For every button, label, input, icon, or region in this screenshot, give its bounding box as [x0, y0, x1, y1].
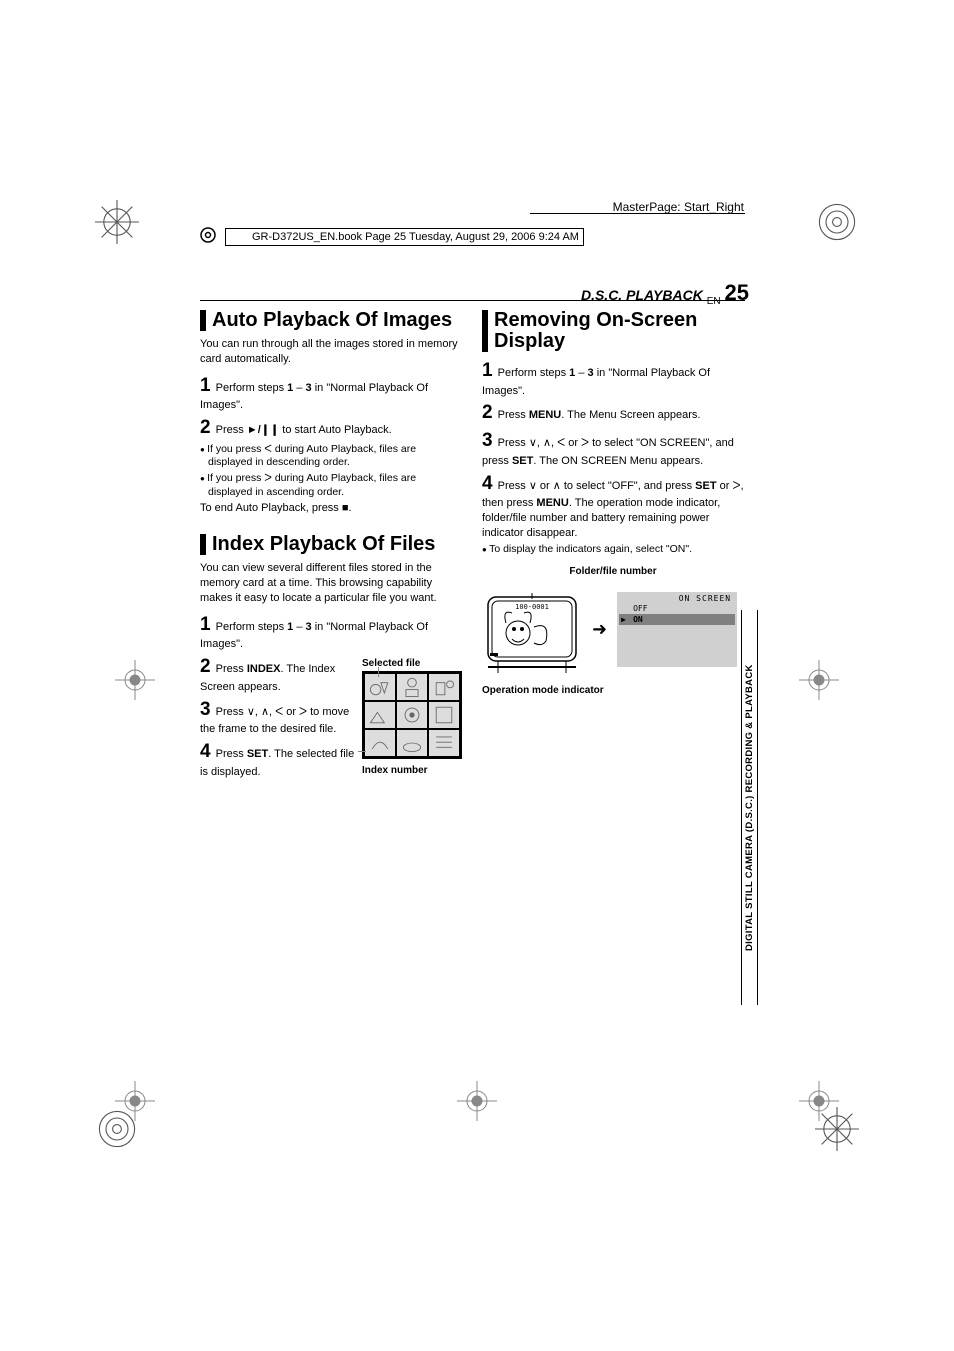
content-columns: Auto Playback Of Images You can run thro… — [200, 300, 745, 782]
keyword: SET — [695, 480, 716, 492]
keyword: MENU — [529, 409, 561, 421]
auto-end: To end Auto Playback, press ■. — [200, 501, 462, 516]
reg-mark-bl — [115, 1081, 155, 1121]
menu-on-label: ON — [633, 615, 643, 624]
left-column: Auto Playback Of Images You can run thro… — [200, 300, 462, 782]
index-intro: You can view several different files sto… — [200, 561, 462, 606]
keyword: INDEX — [247, 663, 281, 675]
step-text: . The Menu Screen appears. — [561, 409, 700, 421]
thumb-2 — [397, 674, 427, 700]
keyword: SET — [512, 455, 533, 467]
remove-step2: 2 Press MENU. The Menu Screen appears. — [482, 400, 744, 426]
step-text: Press ∨ or ∧ to select "OFF", and press — [498, 480, 696, 492]
rosette-tr — [815, 200, 859, 244]
masterpage-label: MasterPage: Start_Right — [613, 200, 744, 214]
step-text: Press — [216, 663, 247, 675]
thumb-3 — [429, 674, 459, 700]
step-text: – — [293, 382, 305, 394]
step-text: Press — [216, 748, 247, 760]
bookline-label: GR-D372US_EN.book Page 25 Tuesday, Augus… — [225, 228, 584, 246]
remove-step1: 1 Perform steps 1 – 3 in "Normal Playbac… — [482, 358, 744, 398]
step-text: Press — [216, 424, 247, 436]
tick-mark — [358, 751, 366, 752]
header-rule — [530, 213, 745, 214]
step-text: – — [293, 621, 305, 633]
right-column: Removing On-Screen Display 1 Perform ste… — [482, 300, 744, 782]
operation-mode-caption: Operation mode indicator — [482, 685, 744, 696]
index-figure: Selected file — [362, 654, 462, 778]
index-step2: 2 Press INDEX. The Index Screen appears. — [200, 654, 356, 694]
keyword: SET — [247, 748, 268, 760]
index-playback-heading: Index Playback Of Files — [200, 534, 462, 555]
tick-mark — [378, 667, 379, 677]
index-step3: 3 Press ∨, ∧, ᐸ or ᐳ to move the frame t… — [200, 697, 356, 737]
reg-mark-br — [799, 1081, 839, 1121]
menu-off-label: OFF — [633, 604, 647, 613]
thumb-6 — [429, 702, 459, 728]
step-number: 3 — [482, 430, 493, 451]
step-number: 4 — [482, 473, 493, 494]
thumb-8 — [397, 730, 427, 756]
index-grid — [362, 671, 462, 759]
remove-step3: 3 Press ∨, ∧, ᐸ or ᐳ to select "ON SCREE… — [482, 428, 744, 468]
on-screen-menu: ON SCREEN OFF ▶ON — [617, 592, 737, 667]
play-pause-icon: ►/❙❙ — [247, 424, 279, 436]
step-number: 2 — [200, 417, 211, 438]
index-step1: 1 Perform steps 1 – 3 in "Normal Playbac… — [200, 612, 462, 652]
reg-mark-mr — [799, 660, 839, 700]
auto-bullet1: If you press ᐸ during Auto Playback, fil… — [208, 443, 462, 470]
camera-illustration: 100-0001 — [482, 579, 582, 679]
folder-number-text: 100-0001 — [515, 603, 549, 611]
remove-step4: 4 Press ∨ or ∧ to select "OFF", and pres… — [482, 471, 744, 541]
step-number: 1 — [200, 375, 211, 396]
index-step4: 4 Press SET. The selected file is displa… — [200, 739, 356, 779]
menu-row-off: OFF — [619, 603, 735, 614]
step-text: – — [575, 367, 587, 379]
step-text: Perform steps — [216, 621, 288, 633]
auto-step1: 1 Perform steps 1 – 3 in "Normal Playbac… — [200, 373, 462, 413]
step-number: 2 — [482, 402, 493, 423]
bookline-ring-icon — [198, 225, 218, 250]
auto-playback-heading: Auto Playback Of Images — [200, 310, 462, 331]
thumb-7 — [365, 730, 395, 756]
menu-row-on: ▶ON — [619, 614, 735, 625]
index-number-caption: Index number — [362, 765, 462, 776]
osd-figure-row: 100-0001 ➜ ON SCREEN OFF ▶ON — [482, 579, 744, 679]
auto-bullet2: If you press ᐳ during Auto Playback, fil… — [208, 472, 462, 499]
step-number: 1 — [200, 614, 211, 635]
reg-mark-ml — [115, 660, 155, 700]
reg-mark-bm — [457, 1081, 497, 1121]
step-text: Perform steps — [498, 367, 570, 379]
step-text: to start Auto Playback. — [279, 424, 392, 436]
index-combo: 2 Press INDEX. The Index Screen appears.… — [200, 654, 462, 781]
step-text: Perform steps — [216, 382, 288, 394]
step-text: Press — [498, 409, 529, 421]
thumb-1 — [365, 674, 395, 700]
step-text: Press ∨, ∧, ᐸ or ᐳ to move the frame to … — [200, 706, 349, 736]
thumb-4 — [365, 702, 395, 728]
keyword: MENU — [536, 497, 568, 509]
step-number: 3 — [200, 699, 211, 720]
auto-intro: You can run through all the images store… — [200, 337, 462, 367]
thumb-5 — [397, 702, 427, 728]
step-number: 4 — [200, 741, 211, 762]
folder-file-caption: Folder/file number — [482, 566, 744, 577]
menu-title: ON SCREEN — [619, 594, 735, 603]
selected-file-caption: Selected file — [362, 658, 462, 669]
removing-osd-heading: Removing On-Screen Display — [482, 310, 744, 352]
step-number: 1 — [482, 360, 493, 381]
index-combo-text: 2 Press INDEX. The Index Screen appears.… — [200, 654, 356, 781]
step-number: 2 — [200, 656, 211, 677]
arrow-right-icon: ➜ — [592, 619, 607, 640]
thumb-9 — [429, 730, 459, 756]
step-text: . The ON SCREEN Menu appears. — [533, 455, 703, 467]
rosette-tl — [95, 200, 139, 244]
remove-bullet: To display the indicators again, select … — [490, 543, 744, 557]
auto-step2: 2 Press ►/❙❙ to start Auto Playback. — [200, 415, 462, 441]
